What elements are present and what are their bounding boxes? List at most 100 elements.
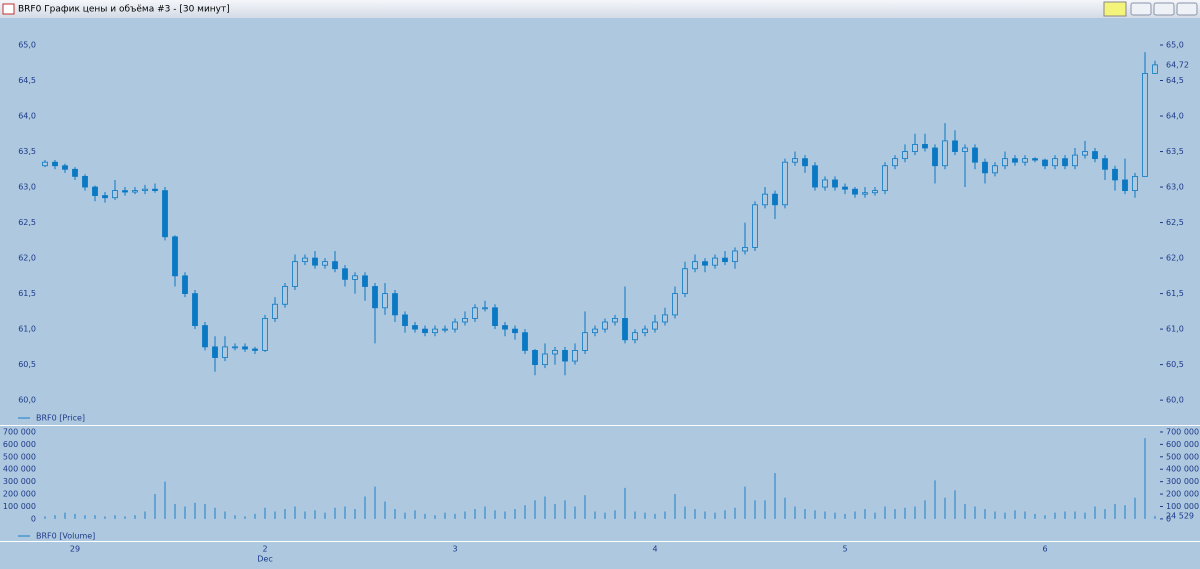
candle-body bbox=[682, 268, 688, 294]
candle-body bbox=[822, 179, 828, 188]
y-tick-label-right: 63,5 bbox=[1166, 147, 1184, 156]
candle-body bbox=[312, 257, 318, 266]
candle-body bbox=[792, 158, 798, 163]
candle-body bbox=[532, 350, 538, 366]
x-tick-label: 3 bbox=[452, 545, 457, 554]
candle-body bbox=[472, 307, 478, 319]
candle-body bbox=[882, 165, 888, 192]
candle-body bbox=[392, 293, 398, 316]
candle-body bbox=[192, 293, 198, 326]
y-tick-label-right: 60,5 bbox=[1166, 360, 1184, 369]
candle-body bbox=[892, 158, 898, 167]
y-tick-label: 64,0 bbox=[18, 112, 36, 121]
candle-body bbox=[852, 188, 858, 195]
candle-body bbox=[262, 318, 268, 351]
title-bar bbox=[0, 0, 1200, 18]
minimize-button[interactable] bbox=[1130, 2, 1152, 16]
candle-body bbox=[1152, 64, 1158, 74]
candle-body bbox=[922, 144, 928, 149]
candle-body bbox=[112, 190, 118, 199]
candle-body bbox=[742, 247, 748, 252]
candle-body bbox=[172, 236, 178, 277]
candle-body bbox=[982, 161, 988, 174]
close-button[interactable] bbox=[1176, 2, 1198, 16]
candle-body bbox=[572, 350, 578, 362]
candle-body bbox=[1142, 73, 1148, 177]
y-tick-label: 60,0 bbox=[18, 396, 36, 405]
y-tick-label-right: 0 bbox=[1166, 514, 1171, 523]
candle-body bbox=[972, 147, 978, 163]
candle-body bbox=[592, 328, 598, 334]
window-title: BRF0 График цены и объёма #3 - [30 минут… bbox=[18, 5, 230, 15]
candle-body bbox=[1072, 154, 1078, 167]
y-tick-label: 100 000 bbox=[3, 502, 36, 511]
y-tick-label: 0 bbox=[31, 514, 36, 523]
candle-body bbox=[62, 165, 68, 170]
y-tick-label: 600 000 bbox=[3, 440, 36, 449]
link-button[interactable] bbox=[1103, 1, 1127, 17]
candle-body bbox=[622, 318, 628, 341]
y-tick-label: 200 000 bbox=[3, 490, 36, 499]
y-tick-label-right: 64,0 bbox=[1166, 112, 1184, 121]
x-tick-label: 6 bbox=[1042, 545, 1047, 554]
candle-body bbox=[582, 332, 588, 351]
y-tick-label: 300 000 bbox=[3, 477, 36, 486]
y-tick-label: 500 000 bbox=[3, 452, 36, 461]
candle-body bbox=[372, 286, 378, 309]
candle-body bbox=[242, 346, 248, 350]
candle-body bbox=[602, 321, 608, 330]
y-tick-label: 61,5 bbox=[18, 289, 36, 298]
candle-body bbox=[352, 275, 358, 280]
y-tick-label: 62,0 bbox=[18, 254, 36, 263]
candle-body bbox=[712, 257, 718, 266]
candle-body bbox=[722, 257, 728, 263]
candle-body bbox=[162, 190, 168, 238]
candle-body bbox=[782, 161, 788, 206]
candle-body bbox=[692, 261, 698, 270]
candle-body bbox=[812, 165, 818, 188]
y-tick-label: 60,5 bbox=[18, 360, 36, 369]
candle-body bbox=[1122, 179, 1128, 192]
candle-body bbox=[772, 193, 778, 206]
x-tick-label: 29 bbox=[70, 545, 80, 554]
candle-body bbox=[232, 346, 238, 349]
candle-body bbox=[932, 147, 938, 167]
y-tick-label-right: 65,0 bbox=[1166, 40, 1184, 49]
y-tick-label-right: 63,0 bbox=[1166, 183, 1184, 192]
candle-body bbox=[1042, 159, 1048, 167]
y-tick-label: 65,0 bbox=[18, 40, 36, 49]
candle-body bbox=[492, 307, 498, 326]
candle-body bbox=[442, 328, 448, 331]
y-tick-label: 400 000 bbox=[3, 465, 36, 474]
y-tick-label-right: 700 000 bbox=[1166, 427, 1199, 436]
x-tick-label: 5 bbox=[842, 545, 847, 554]
candle-body bbox=[652, 321, 658, 330]
candle-body bbox=[642, 328, 648, 334]
candle-body bbox=[332, 261, 338, 270]
candle-body bbox=[872, 190, 878, 194]
candle-body bbox=[292, 261, 298, 287]
y-tick-label: 64,5 bbox=[18, 76, 36, 85]
candle-body bbox=[82, 175, 88, 188]
x-tick-label: 4 bbox=[652, 545, 657, 554]
y-tick-label-right: 400 000 bbox=[1166, 465, 1199, 474]
candle-body bbox=[212, 346, 218, 358]
y-tick-label-right: 500 000 bbox=[1166, 452, 1199, 461]
candle-body bbox=[222, 346, 228, 358]
candle-body bbox=[42, 161, 48, 167]
maximize-button[interactable] bbox=[1153, 2, 1175, 16]
candle-body bbox=[412, 325, 418, 330]
candle-body bbox=[252, 348, 258, 351]
candle-body bbox=[382, 293, 388, 309]
candle-body bbox=[272, 303, 278, 319]
y-tick-label-right: 600 000 bbox=[1166, 440, 1199, 449]
candle-body bbox=[962, 147, 968, 152]
candle-body bbox=[842, 186, 848, 190]
candle-body bbox=[522, 332, 528, 351]
candle-body bbox=[912, 144, 918, 152]
legend-label: BRF0 [Volume] bbox=[36, 532, 95, 541]
candle-body bbox=[72, 168, 78, 177]
y-tick-label-right: 62,0 bbox=[1166, 254, 1184, 263]
x-tick-label: 2 bbox=[262, 545, 267, 554]
